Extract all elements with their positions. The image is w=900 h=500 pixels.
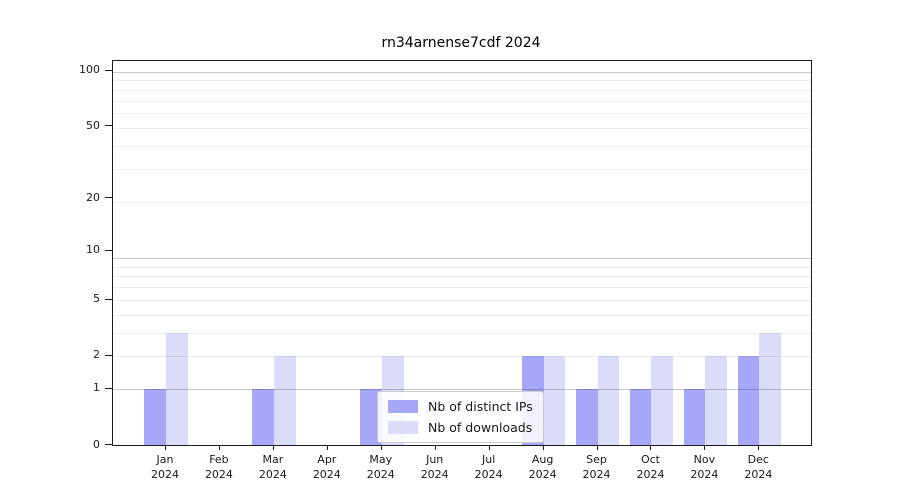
- y-tick-label: 1: [93, 381, 100, 395]
- x-tick-label: Nov 2024: [690, 453, 719, 481]
- y-tick-mark: [105, 125, 112, 127]
- x-tick-label: Sep 2024: [582, 453, 611, 481]
- bar-distinct-ips: [359, 388, 382, 445]
- y-tick-mark: [105, 387, 112, 389]
- y-tick-label: 20: [86, 190, 100, 204]
- x-tick-mark: [704, 445, 706, 450]
- legend-label-downloads: Nb of downloads: [428, 420, 533, 435]
- y-tick-mark: [105, 69, 112, 71]
- legend: Nb of distinct IPs Nb of downloads: [377, 391, 544, 443]
- x-tick-mark: [218, 445, 220, 450]
- legend-swatch-downloads-icon: [388, 421, 418, 434]
- x-tick-mark: [596, 445, 598, 450]
- x-tick-mark: [434, 445, 436, 450]
- x-tick-label: Jul 2024: [474, 453, 503, 481]
- legend-swatch-distinct-ips-icon: [388, 400, 418, 413]
- x-tick-mark: [165, 445, 166, 450]
- bar-distinct-ips: [252, 388, 274, 445]
- x-tick-mark: [326, 445, 328, 450]
- y-tick-mark: [105, 298, 112, 300]
- bar-downloads: [166, 332, 188, 445]
- y-tick-mark: [105, 249, 112, 251]
- bar-distinct-ips: [575, 388, 598, 445]
- x-tick-mark: [380, 445, 382, 450]
- bar-distinct-ips: [683, 388, 706, 445]
- bar-downloads: [651, 355, 674, 445]
- y-tick-mark: [105, 444, 112, 445]
- bar-downloads: [597, 355, 620, 445]
- x-tick-mark: [542, 445, 544, 450]
- x-tick-label: Feb 2024: [204, 453, 233, 481]
- x-tick-mark: [272, 445, 274, 450]
- x-tick-label: Apr 2024: [312, 453, 341, 481]
- y-tick-label: 10: [86, 243, 100, 257]
- y-tick-label: 100: [79, 63, 100, 77]
- x-tick-label: Jun 2024: [420, 453, 449, 481]
- y-tick-label: 2: [93, 348, 100, 362]
- x-tick-label: Aug 2024: [528, 453, 557, 481]
- x-tick-label: Mar 2024: [258, 453, 287, 481]
- plot-area: Nb of distinct IPs Nb of downloads: [112, 60, 812, 446]
- x-tick-label: Jan 2024: [151, 453, 179, 481]
- bar-distinct-ips: [737, 355, 760, 445]
- x-tick-mark: [650, 445, 652, 450]
- legend-entry-distinct-ips: Nb of distinct IPs: [388, 399, 533, 414]
- legend-entry-downloads: Nb of downloads: [388, 420, 533, 435]
- x-tick-label: Dec 2024: [744, 453, 773, 481]
- y-tick-label: 50: [86, 118, 100, 132]
- bar-downloads: [273, 355, 296, 445]
- bar-distinct-ips: [144, 388, 166, 445]
- bar-distinct-ips: [629, 388, 652, 445]
- bar-downloads: [759, 332, 782, 445]
- bar-downloads: [543, 355, 566, 445]
- legend-label-distinct-ips: Nb of distinct IPs: [428, 399, 533, 414]
- x-tick-label: May 2024: [366, 453, 395, 481]
- bar-downloads: [705, 355, 728, 445]
- bars-layer: [113, 61, 811, 445]
- x-tick-mark: [488, 445, 490, 450]
- y-tick-mark: [105, 354, 112, 356]
- y-tick-label: 5: [93, 292, 100, 306]
- x-tick-label: Oct 2024: [636, 453, 665, 481]
- chart-title: rn34arnense7cdf 2024: [381, 35, 541, 51]
- y-tick-label: 0: [93, 437, 100, 451]
- x-tick-mark: [758, 445, 760, 450]
- y-tick-mark: [105, 197, 112, 199]
